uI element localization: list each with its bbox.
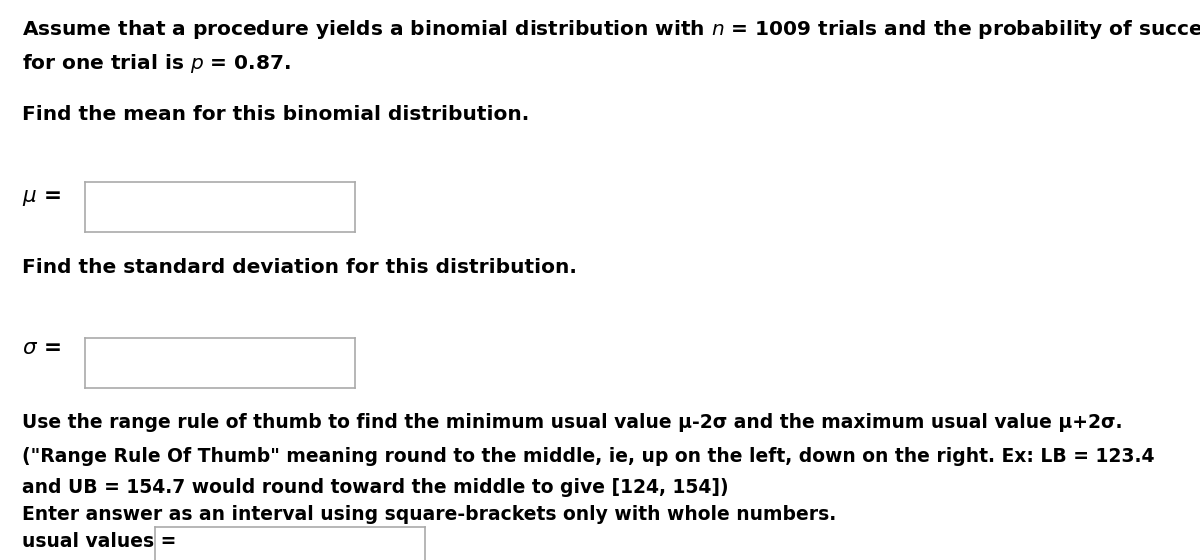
Text: Find the mean for this binomial distribution.: Find the mean for this binomial distribu… [22,105,529,124]
Text: ("Range Rule Of Thumb" meaning round to the middle, ie, up on the left, down on : ("Range Rule Of Thumb" meaning round to … [22,447,1154,466]
Text: $\mu$ =: $\mu$ = [22,188,61,208]
Text: Use the range rule of thumb to find the minimum usual value μ-2σ and the maximum: Use the range rule of thumb to find the … [22,413,1122,432]
Text: Find the standard deviation for this distribution.: Find the standard deviation for this dis… [22,258,577,277]
Text: and UB = 154.7 would round toward the middle to give [124, 154]): and UB = 154.7 would round toward the mi… [22,478,728,497]
Text: Enter answer as an interval using square-brackets only with whole numbers.: Enter answer as an interval using square… [22,505,836,524]
Text: usual values =: usual values = [22,532,176,551]
Text: $\sigma$ =: $\sigma$ = [22,338,61,358]
Text: for one trial is $p$ = 0.87.: for one trial is $p$ = 0.87. [22,52,290,75]
Text: Assume that a procedure yields a binomial distribution with $n$ = 1009 trials an: Assume that a procedure yields a binomia… [22,18,1200,41]
